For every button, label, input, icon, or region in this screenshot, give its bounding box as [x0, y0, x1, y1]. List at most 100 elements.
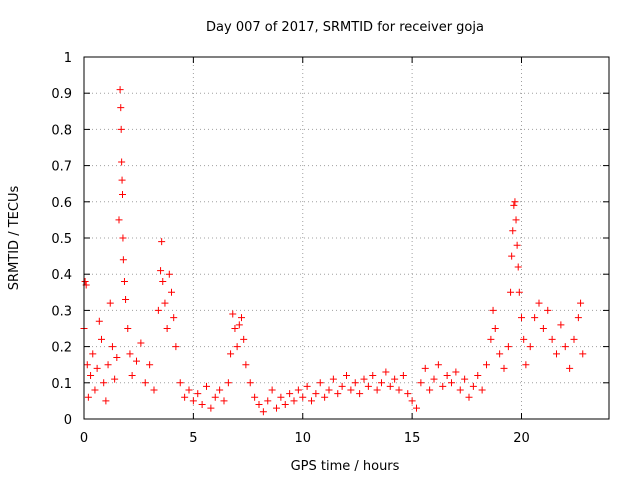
y-tick-label: 0.3	[51, 304, 72, 319]
data-point	[500, 364, 508, 372]
plot-frame	[83, 56, 610, 420]
data-point	[456, 386, 464, 394]
data-point	[439, 382, 447, 390]
data-point	[386, 382, 394, 390]
data-point	[382, 368, 390, 376]
data-point	[369, 372, 377, 380]
data-point	[227, 350, 235, 358]
y-tick-label: 0.7	[51, 160, 72, 175]
x-tick-label: 5	[189, 431, 197, 446]
data-point	[399, 372, 407, 380]
data-point	[579, 350, 587, 358]
data-point	[118, 158, 126, 166]
data-point	[312, 390, 320, 398]
data-point	[229, 310, 237, 318]
data-point	[483, 361, 490, 369]
data-point	[185, 386, 193, 394]
data-point	[104, 361, 112, 369]
data-point	[120, 277, 128, 285]
data-point	[238, 314, 245, 322]
data-point	[281, 401, 289, 409]
data-point	[522, 361, 530, 369]
data-point	[133, 357, 140, 365]
data-point	[264, 397, 272, 405]
data-point	[557, 321, 565, 329]
data-point	[119, 191, 126, 199]
data-point	[277, 393, 285, 401]
data-point	[161, 299, 169, 307]
data-point	[430, 375, 438, 383]
data-point	[299, 393, 307, 401]
data-point	[84, 393, 92, 401]
data-point	[526, 343, 534, 351]
data-point	[512, 216, 520, 224]
data-point	[141, 379, 149, 387]
data-point	[531, 314, 539, 322]
data-point	[165, 270, 173, 278]
x-tick-label: 20	[513, 431, 530, 446]
data-point	[391, 375, 399, 383]
data-point	[408, 397, 416, 405]
data-point	[194, 390, 202, 398]
data-point	[137, 339, 145, 347]
data-point	[224, 379, 232, 387]
data-point	[172, 343, 180, 351]
data-point	[421, 364, 429, 372]
data-point	[509, 227, 517, 235]
data-point	[242, 361, 250, 369]
data-point	[119, 234, 127, 242]
data-point	[122, 296, 130, 304]
data-point	[117, 125, 125, 133]
data-point	[566, 364, 574, 372]
data-point	[510, 201, 518, 209]
data-point	[154, 306, 162, 314]
grid	[84, 57, 609, 419]
x-tick-label: 0	[80, 431, 88, 446]
y-tick-label: 0.9	[51, 87, 72, 102]
data-point	[539, 325, 547, 332]
data-point	[163, 325, 171, 332]
data-point	[518, 314, 525, 322]
data-point	[95, 317, 103, 325]
data-point	[343, 372, 350, 380]
data-point	[308, 397, 315, 405]
data-point	[426, 386, 434, 394]
data-point	[452, 368, 460, 376]
data-point	[465, 393, 473, 401]
data-point	[508, 252, 516, 260]
data-point	[150, 386, 158, 394]
data-point	[290, 397, 298, 405]
data-point	[93, 364, 101, 372]
data-point	[364, 382, 372, 390]
data-point	[413, 404, 420, 412]
data-point	[108, 343, 116, 351]
data-point	[577, 299, 585, 307]
y-axis-label: SRMTID / TECUs	[7, 186, 22, 291]
y-tick-label: 0.8	[51, 123, 72, 138]
data-point	[507, 288, 515, 296]
data-point	[553, 350, 560, 358]
data-point	[496, 350, 504, 358]
data-point	[158, 238, 166, 246]
data-point	[404, 390, 412, 398]
data-point	[255, 401, 263, 409]
data-point	[489, 306, 497, 314]
y-tick-label: 0.4	[51, 268, 72, 283]
data-point	[347, 386, 355, 394]
data-point	[373, 386, 381, 394]
data-point	[504, 343, 512, 351]
data-point	[570, 335, 578, 343]
data-point	[240, 335, 248, 343]
data-point	[514, 263, 522, 271]
data-point	[360, 375, 368, 383]
x-axis-label: GPS time / hours	[291, 459, 400, 474]
data-point	[474, 372, 482, 380]
chart-title: Day 007 of 2017, SRMTID for receiver goj…	[206, 20, 484, 35]
data-point	[216, 386, 224, 394]
y-tick-label: 0	[64, 413, 72, 428]
data-point	[356, 390, 364, 398]
data-point	[89, 350, 97, 358]
data-point	[515, 288, 523, 296]
data-point	[157, 267, 165, 275]
